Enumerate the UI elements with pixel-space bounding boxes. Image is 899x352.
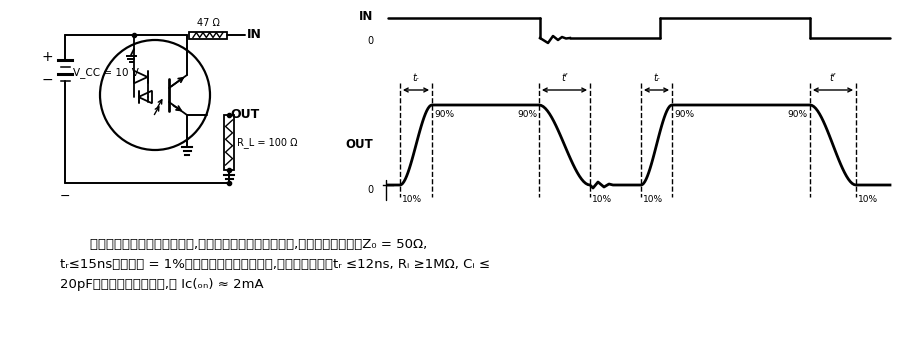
- Text: 47 Ω: 47 Ω: [197, 19, 219, 29]
- Text: tᵣ: tᵣ: [654, 73, 660, 83]
- Text: 0: 0: [367, 185, 373, 195]
- Text: 90%: 90%: [788, 110, 808, 119]
- Text: tᶠ: tᶠ: [830, 73, 836, 83]
- Text: tᵣ: tᵣ: [413, 73, 419, 83]
- Bar: [224, 115, 234, 170]
- Text: 10%: 10%: [592, 195, 612, 204]
- Text: OUT: OUT: [345, 138, 373, 151]
- Text: 电路为交流输入的光隔离电路,输入波形由信号产生器提供,产生器的特性为：Z₀ = 50Ω,: 电路为交流输入的光隔离电路,输入波形由信号产生器提供,产生器的特性为：Z₀ = …: [90, 238, 427, 251]
- Text: V_CC = 10 V: V_CC = 10 V: [73, 68, 138, 78]
- Text: 10%: 10%: [858, 195, 878, 204]
- Text: R_L = 100 Ω: R_L = 100 Ω: [237, 137, 298, 148]
- Text: 90%: 90%: [674, 110, 694, 119]
- Text: IN: IN: [359, 10, 373, 23]
- Text: −: −: [41, 73, 53, 87]
- Text: tᶠ: tᶠ: [561, 73, 568, 83]
- Text: +: +: [41, 50, 53, 64]
- Text: 90%: 90%: [434, 110, 454, 119]
- Text: 0: 0: [367, 36, 373, 46]
- Text: IN: IN: [247, 29, 262, 42]
- Text: −: −: [59, 190, 70, 203]
- Text: OUT: OUT: [230, 108, 259, 121]
- Text: 10%: 10%: [402, 195, 423, 204]
- Text: tᵣ≤15ns，占空比 = 1%。输出波形由示波器监视,示波器的特性：tᵣ ≤12ns, Rᵢ ≥1MΩ, Cᵢ ≤: tᵣ≤15ns，占空比 = 1%。输出波形由示波器监视,示波器的特性：tᵣ ≤1…: [60, 258, 490, 271]
- Text: 20pF。调节输入脉冲幅度,使 Iᴄ(ₒₙ) ≈ 2mA: 20pF。调节输入脉冲幅度,使 Iᴄ(ₒₙ) ≈ 2mA: [60, 278, 263, 291]
- Text: 10%: 10%: [643, 195, 663, 204]
- Text: 90%: 90%: [517, 110, 537, 119]
- Bar: [189, 31, 227, 38]
